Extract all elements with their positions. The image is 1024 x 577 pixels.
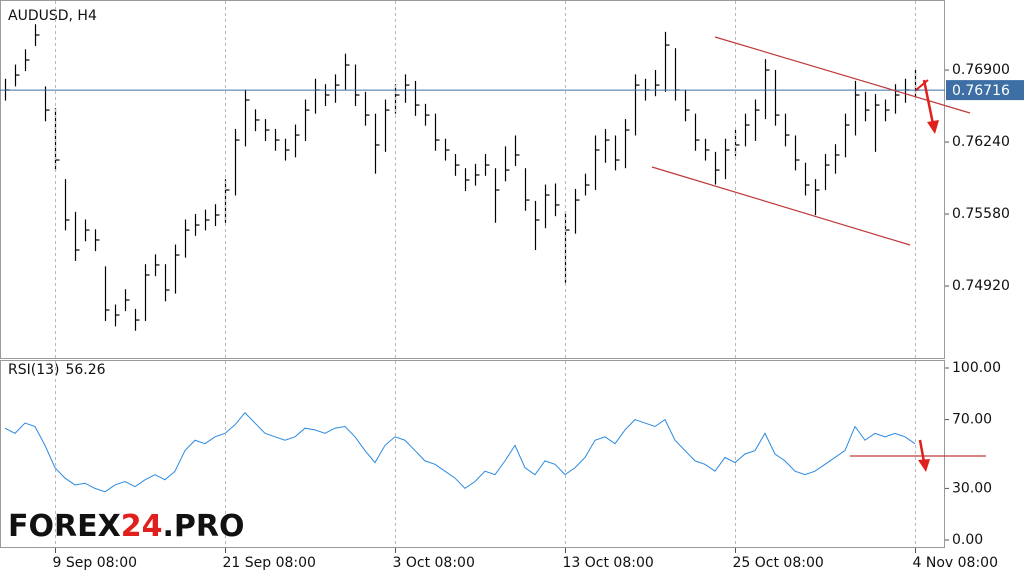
rsi-panel <box>0 360 945 548</box>
y-tick-label: 100.00 <box>952 360 1001 376</box>
y-tick-label: 30.00 <box>952 480 992 496</box>
watermark-part: FOREX <box>8 509 121 544</box>
annotations <box>651 36 986 472</box>
rsi-line <box>4 411 916 493</box>
y-tick-label: 0.74920 <box>952 278 1010 294</box>
y-tick-label: 0.76900 <box>952 62 1010 78</box>
channel-line <box>651 166 911 246</box>
x-tick-label: 21 Sep 08:00 <box>223 555 316 571</box>
watermark: FOREX24.PRO <box>8 509 244 544</box>
rsi-name: RSI(13) <box>8 362 59 378</box>
rsi-current: 56.26 <box>65 362 105 378</box>
x-tick-label: 9 Sep 08:00 <box>53 555 138 571</box>
watermark-part: 24 <box>121 509 163 544</box>
y-tick-label: 0.76240 <box>952 134 1010 150</box>
x-tick-label: 25 Oct 08:00 <box>733 555 824 571</box>
y-tick-label: 0.75580 <box>952 206 1010 222</box>
arrow-head <box>918 459 930 472</box>
last-price-label: 0.76716 <box>952 83 1010 99</box>
arrow-head <box>927 120 939 134</box>
arrow <box>915 79 929 91</box>
arrow <box>918 439 926 463</box>
y-tick-label: 0.00 <box>952 532 983 548</box>
x-tick-label: 13 Oct 08:00 <box>563 555 654 571</box>
chart-title: AUDUSD, H4 <box>8 8 97 24</box>
x-tick-label: 4 Nov 08:00 <box>913 555 998 571</box>
rsi-title: RSI(13) 56.26 <box>8 362 106 378</box>
x-tick-label: 3 Oct 08:00 <box>393 555 475 571</box>
price-panel <box>0 0 945 359</box>
arrow <box>922 79 935 125</box>
y-tick-label: 70.00 <box>952 412 992 428</box>
watermark-part: .PRO <box>162 509 244 544</box>
last-price-box <box>946 80 1024 101</box>
